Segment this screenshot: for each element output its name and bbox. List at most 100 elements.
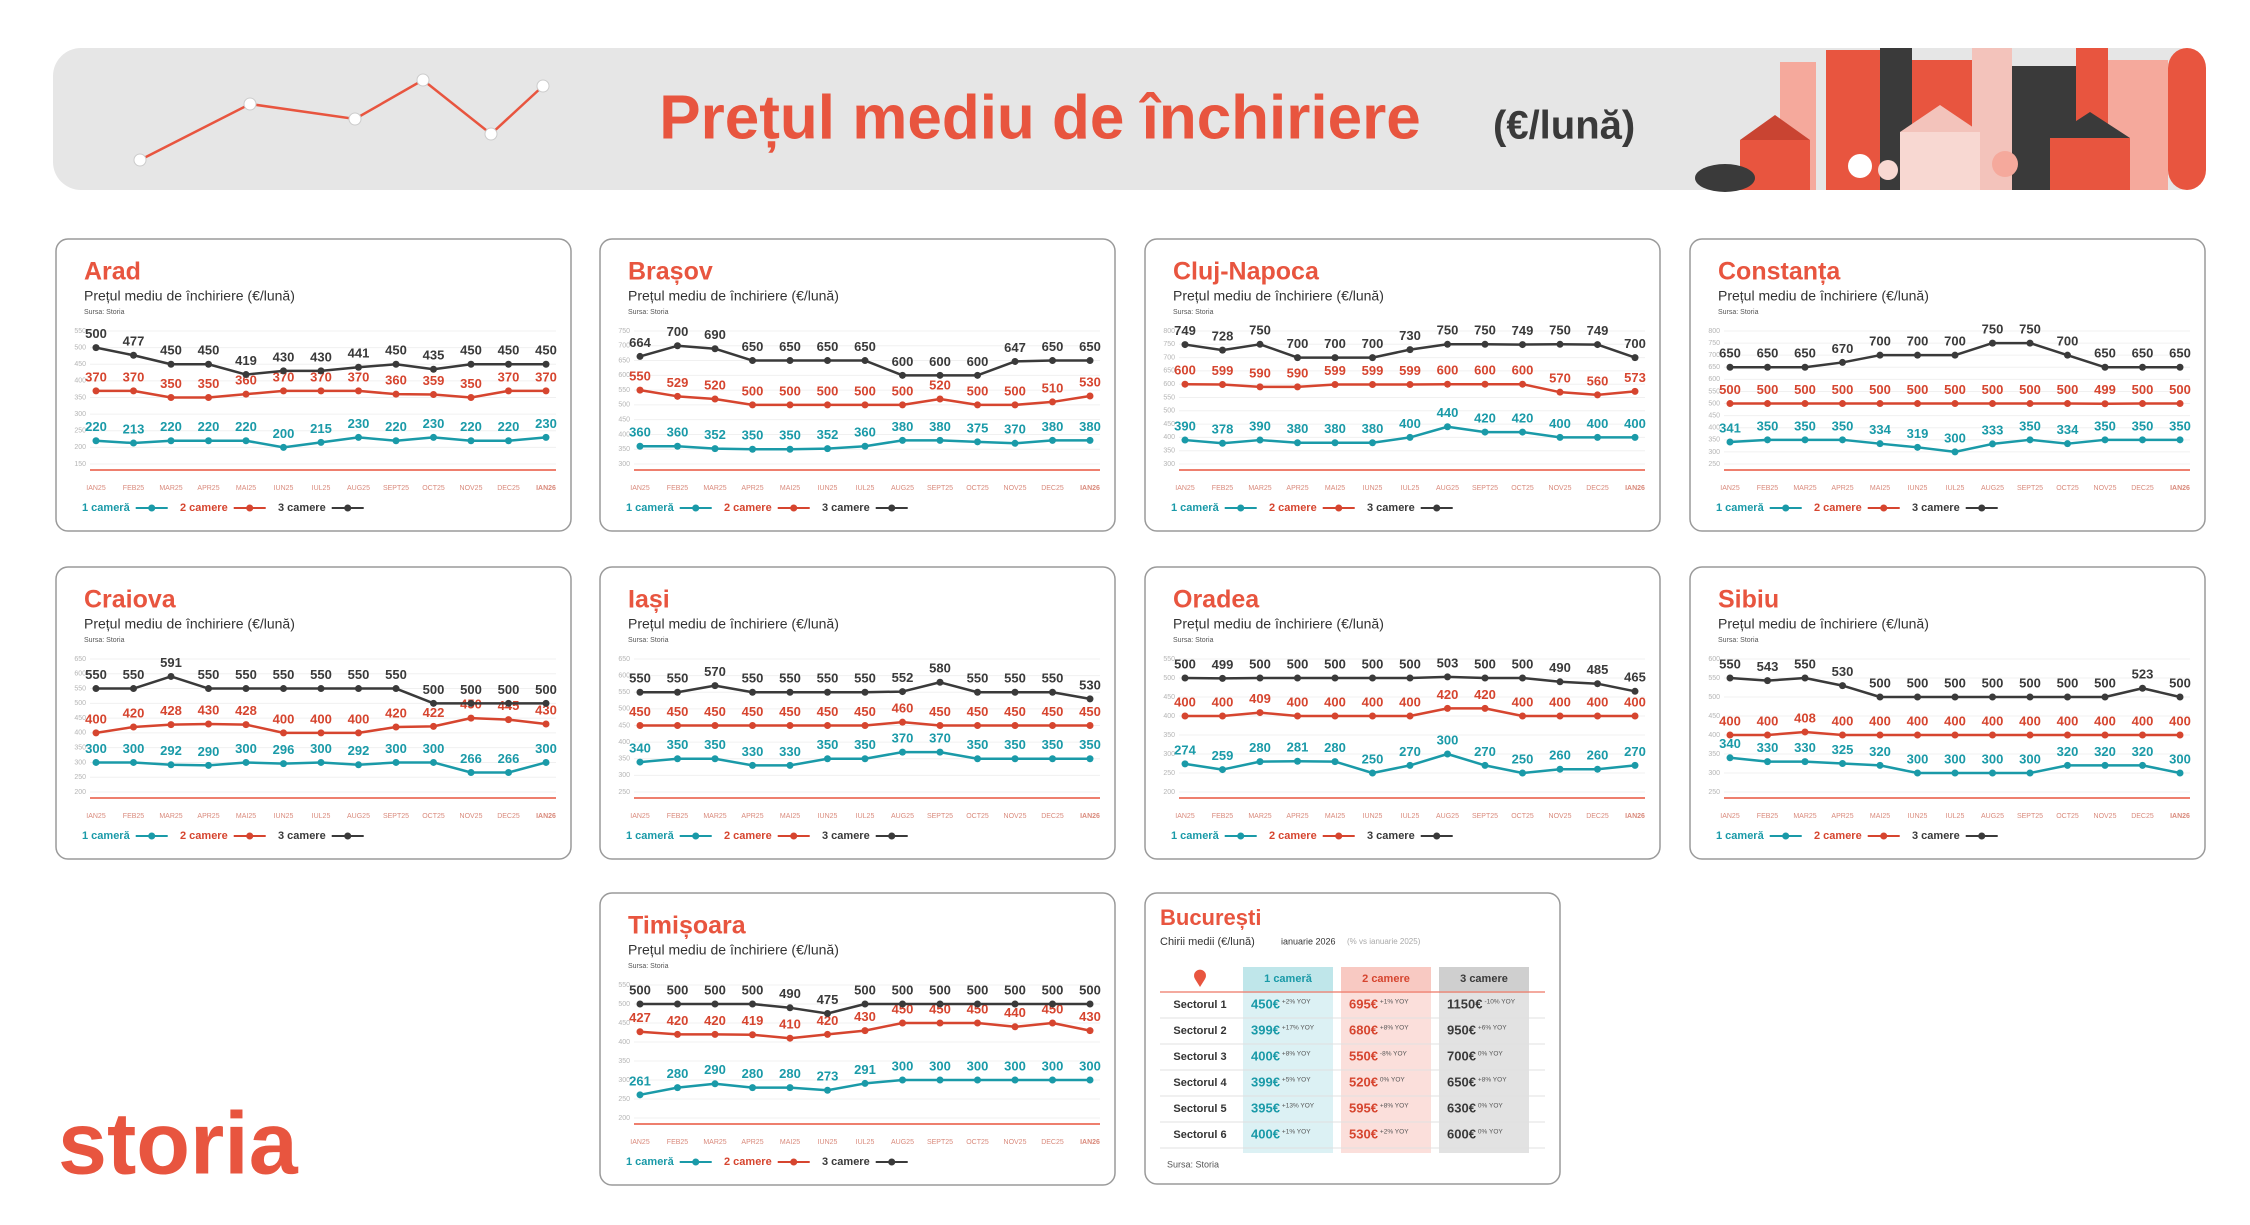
data-point [1181, 760, 1189, 768]
y-tick-label: 400 [74, 378, 86, 385]
data-point [749, 401, 756, 409]
data-point [861, 722, 869, 729]
x-tick-label: IUL25 [856, 485, 875, 492]
data-point [2064, 731, 2071, 739]
data-point [1049, 755, 1056, 763]
data-label: 400 [1624, 416, 1646, 431]
data-label: 485 [1587, 662, 1609, 677]
x-tick-label: DEC25 [497, 813, 520, 820]
data-label: 300 [2169, 751, 2191, 766]
data-point [974, 1019, 981, 1027]
data-point [1011, 1000, 1019, 1008]
data-point [205, 437, 212, 445]
data-label: 750 [1437, 323, 1459, 338]
x-tick-label: IAN25 [630, 813, 650, 820]
x-tick-label: NOV25 [1549, 813, 1572, 820]
data-label: 370 [273, 369, 295, 384]
chart-source: Sursa: Storia [1718, 637, 1759, 644]
data-point [1764, 436, 1771, 444]
data-label: 350 [2169, 418, 2191, 433]
data-point [1631, 687, 1639, 695]
cell-change: +8% YOY [1380, 1103, 1409, 1110]
data-label: 320 [2057, 744, 2079, 759]
data-label: 280 [1249, 740, 1271, 755]
data-label: 359 [423, 373, 445, 388]
data-label: 550 [310, 667, 332, 682]
data-point [355, 433, 362, 441]
data-label: 350 [160, 376, 182, 391]
cell-change: +5% YOY [1282, 1077, 1311, 1084]
data-point [1989, 400, 1996, 408]
data-label: 350 [2094, 418, 2116, 433]
data-label: 650 [742, 339, 764, 354]
data-point [1086, 436, 1094, 444]
y-tick-label: 700 [1708, 352, 1720, 359]
data-label: 292 [348, 743, 370, 758]
data-label: 280 [742, 1066, 764, 1081]
x-tick-label: IUL25 [312, 485, 331, 492]
data-label: 400 [1624, 694, 1646, 709]
y-tick-label: 800 [1163, 328, 1175, 335]
x-tick-label: FEB25 [667, 813, 689, 820]
data-label: 300 [1982, 751, 2004, 766]
data-label: 350 [198, 376, 220, 391]
data-label: 378 [1212, 422, 1234, 437]
data-label: 260 [1549, 748, 1571, 763]
data-point [1989, 440, 1996, 448]
y-tick-label: 550 [618, 387, 630, 394]
y-tick-label: 200 [74, 789, 86, 796]
x-tick-label: APR25 [1286, 485, 1308, 492]
data-point [1219, 346, 1226, 354]
data-label: 550 [273, 667, 295, 682]
data-label: 520 [704, 377, 726, 392]
data-label: 300 [535, 741, 557, 756]
data-point [167, 721, 175, 729]
data-point [1219, 380, 1226, 388]
data-label: 270 [1399, 744, 1421, 759]
chart-title: Oradea [1173, 586, 1260, 614]
data-label: 300 [385, 741, 407, 756]
data-label: 530 [1079, 677, 1101, 692]
data-label: 200 [273, 426, 295, 441]
data-label: 220 [460, 419, 482, 434]
x-tick-label: IAN25 [1720, 485, 1740, 492]
x-tick-label: FEB25 [1757, 813, 1779, 820]
data-label: 650 [779, 339, 801, 354]
data-point [317, 367, 325, 375]
x-tick-label: MAR25 [1793, 485, 1816, 492]
data-label: 450 [1079, 704, 1101, 719]
data-label: 570 [1549, 371, 1571, 386]
legend-dot [344, 504, 352, 512]
row-label: Sectorul 5 [1173, 1103, 1226, 1115]
data-label: 599 [1399, 363, 1421, 378]
y-tick-label: 550 [1708, 388, 1720, 395]
y-tick-label: 500 [74, 344, 86, 351]
data-point [355, 685, 362, 693]
data-label: 400 [1399, 416, 1421, 431]
legend-dot [692, 1158, 700, 1166]
data-point [936, 436, 944, 444]
y-tick-label: 450 [1708, 713, 1720, 720]
x-tick-label: IUL25 [856, 1139, 875, 1146]
legend-dot [148, 504, 156, 512]
data-label: 500 [854, 383, 876, 398]
chart-card [599, 892, 1116, 1186]
cell-change: 0% YOY [1478, 1129, 1503, 1136]
x-tick-label: NOV25 [1004, 1139, 1027, 1146]
data-label: 599 [1324, 363, 1346, 378]
y-tick-label: 250 [618, 1096, 630, 1103]
data-label: 500 [1832, 382, 1854, 397]
x-tick-label: AUG25 [891, 813, 914, 820]
data-label: 500 [1907, 382, 1929, 397]
data-point [1181, 712, 1189, 720]
data-label: 500 [2057, 675, 2079, 690]
y-tick-label: 250 [74, 774, 86, 781]
y-tick-label: 650 [1708, 364, 1720, 371]
legend-dot [1335, 832, 1343, 840]
y-tick-label: 250 [1708, 461, 1720, 468]
cell-value: 695€ [1349, 996, 1378, 1011]
data-label: 330 [742, 744, 764, 759]
x-tick-label: MAI25 [780, 813, 800, 820]
data-label: 400 [1174, 694, 1196, 709]
x-tick-label: AUG25 [1981, 813, 2004, 820]
